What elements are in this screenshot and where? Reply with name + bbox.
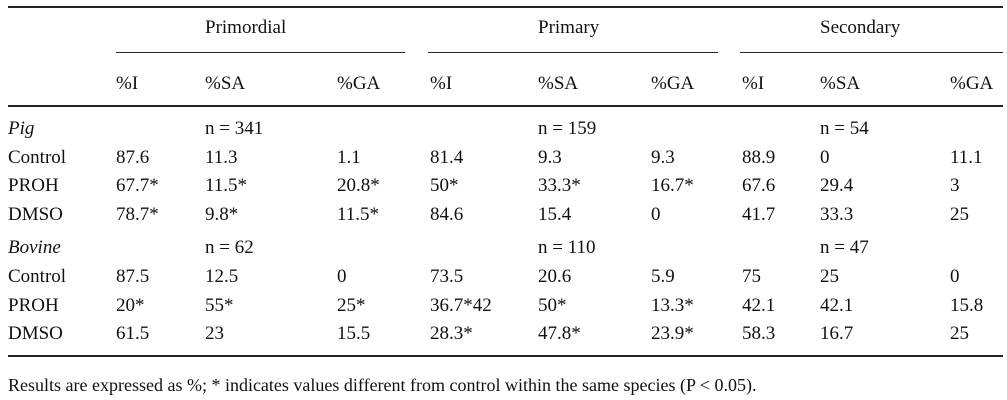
table-cell: 67.6 [742,175,776,196]
row-label: PROH [8,175,59,196]
sample-size: n = 47 [820,237,869,258]
subheader: %SA [538,73,579,94]
table-cell: 33.3 [820,204,854,225]
table-cell: 23.9* [651,323,694,344]
table-cell: 41.7 [742,204,776,225]
table-cell: 67.7* [116,175,159,196]
sample-size: n = 159 [538,118,597,139]
table-cell: 15.5 [337,323,371,344]
row-label: Control [8,147,67,168]
table-cell: 25 [950,323,969,344]
subheader: %SA [820,73,861,94]
table-top-rule [8,6,1003,8]
table-cell: 23 [205,323,224,344]
subheader: %GA [950,73,994,94]
row-label: DMSO [8,204,63,225]
table-cell: 58.3 [742,323,776,344]
sample-size: n = 341 [205,118,264,139]
table-cell: 42.1 [820,295,854,316]
table-cell: 0 [337,266,347,287]
sample-size: n = 54 [820,118,869,139]
subheader: %I [742,73,765,94]
table-cell: 50* [538,295,567,316]
table-cell: 25 [820,266,839,287]
table-cell: 47.8* [538,323,581,344]
table-footnote: Results are expressed as %; * indicates … [8,375,757,395]
table-cell: 11.5* [337,204,380,225]
subheader: %SA [205,73,246,94]
table-cell: 25 [950,204,969,225]
table-cell: 87.5 [116,266,150,287]
table-header-rule [8,105,1003,107]
table-cell: 9.3 [538,147,562,168]
table-cell: 78.7* [116,204,159,225]
table-cell: 50* [430,175,459,196]
group-header-primordial: Primordial [205,17,287,38]
table-cell: 9.3 [651,147,675,168]
table-cell: 28.3* [430,323,473,344]
subheader: %I [116,73,139,94]
row-label: DMSO [8,323,63,344]
table-cell: 75 [742,266,761,287]
table-cell: 25* [337,295,366,316]
table-cell: 20.8* [337,175,380,196]
table-cell: 11.5* [205,175,248,196]
table-cell: 11.1 [950,147,983,168]
table-cell: 29.4 [820,175,854,196]
row-label: Control [8,266,67,287]
group-rule-primary [428,52,718,54]
species-label: Bovine [8,237,61,258]
subheader: %I [430,73,453,94]
table-cell: 73.5 [430,266,464,287]
group-header-secondary: Secondary [820,17,901,38]
sample-size: n = 110 [538,237,596,258]
species-label: Pig [8,118,35,139]
row-label: PROH [8,295,59,316]
table-cell: 81.4 [430,147,464,168]
table-cell: 12.5 [205,266,239,287]
table-cell: 36.7*42 [430,295,492,316]
group-header-primary: Primary [538,17,600,38]
group-rule-secondary [740,52,1003,54]
table-cell: 20.6 [538,266,572,287]
table-bottom-rule [8,355,1003,357]
table-cell: 61.5 [116,323,150,344]
table-cell: 84.6 [430,204,464,225]
table-cell: 20* [116,295,145,316]
table-cell: 16.7* [651,175,694,196]
table-cell: 33.3* [538,175,581,196]
table-cell: 1.1 [337,147,361,168]
table-cell: 9.8* [205,204,239,225]
table-cell: 16.7 [820,323,854,344]
group-rule-primordial [116,52,405,54]
table-cell: 55* [205,295,234,316]
subheader: %GA [651,73,695,94]
table-cell: 0 [820,147,830,168]
table-cell: 15.8 [950,295,984,316]
table-cell: 88.9 [742,147,776,168]
table-cell: 5.9 [651,266,675,287]
table-cell: 15.4 [538,204,572,225]
subheader: %GA [337,73,381,94]
table-cell: 42.1 [742,295,776,316]
table-cell: 0 [651,204,661,225]
table-cell: 11.3 [205,147,238,168]
table-cell: 0 [950,266,960,287]
sample-size: n = 62 [205,237,254,258]
table-cell: 13.3* [651,295,694,316]
table-cell: 3 [950,175,960,196]
table-cell: 87.6 [116,147,150,168]
